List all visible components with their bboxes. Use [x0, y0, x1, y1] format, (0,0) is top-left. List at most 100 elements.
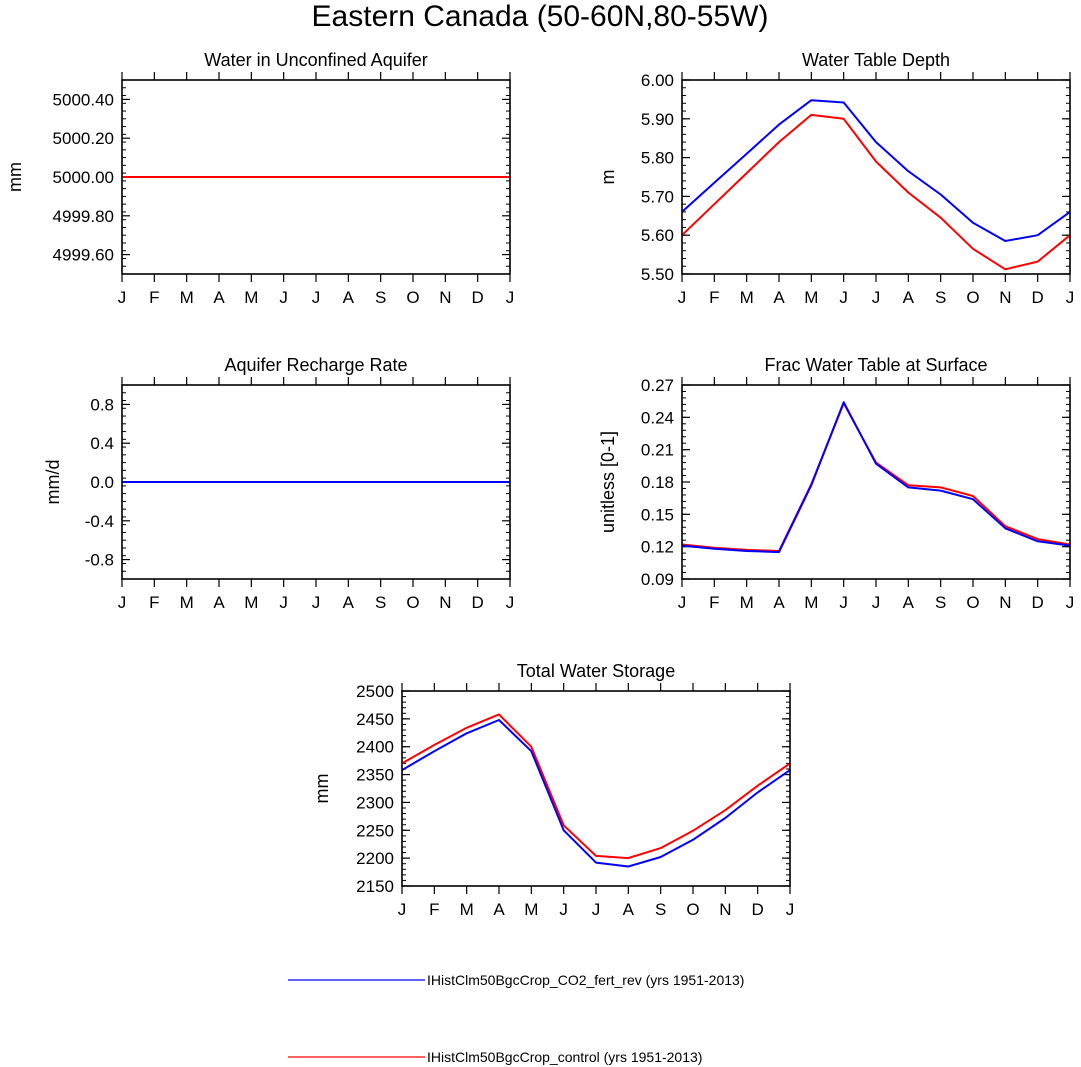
y-tick-label: 0.8: [90, 395, 114, 414]
y-tick-label: 5.80: [641, 149, 674, 168]
x-tick-label: A: [903, 288, 915, 307]
x-tick-label: S: [655, 900, 666, 919]
series-line: [401, 713, 791, 860]
x-tick-label: J: [872, 288, 881, 307]
x-tick-label: J: [506, 593, 515, 612]
y-tick-label: 5.60: [641, 226, 674, 245]
x-tick-label: O: [966, 593, 979, 612]
y-tick-label: 5000.20: [53, 129, 114, 148]
x-tick-label: J: [839, 593, 848, 612]
y-tick-label: 5.70: [641, 187, 674, 206]
plot-frame: [121, 79, 511, 275]
y-tick-label: 0.15: [641, 505, 674, 524]
x-tick-label: A: [773, 593, 785, 612]
y-tick-label: 2250: [356, 821, 394, 840]
y-tick-label: -0.4: [85, 512, 114, 531]
x-tick-label: J: [279, 288, 288, 307]
y-axis-label: mm/d: [43, 460, 63, 505]
x-tick-label: F: [149, 593, 159, 612]
x-tick-label: A: [493, 900, 505, 919]
x-tick-label: M: [804, 288, 818, 307]
x-tick-label: N: [439, 593, 451, 612]
x-tick-label: D: [472, 288, 484, 307]
plot-frame: [681, 79, 1071, 275]
x-tick-label: N: [719, 900, 731, 919]
series-line: [681, 401, 1071, 554]
plot-frame: [401, 690, 791, 887]
x-tick-label: A: [213, 593, 225, 612]
panel-total-water-storage: Total Water Storage mm 2150 2200 2250 2300 235…: [312, 661, 794, 919]
x-tick-label: M: [740, 593, 754, 612]
x-tick-label: O: [686, 900, 699, 919]
panel-frac-water-table-surface: Frac Water Table at Surface unitless [0-1…: [598, 355, 1074, 612]
x-tick-label: M: [460, 900, 474, 919]
x-tick-label: J: [312, 288, 321, 307]
x-tick-label: M: [244, 288, 258, 307]
series-line: [681, 402, 1071, 552]
panel-title: Aquifer Recharge Rate: [224, 355, 407, 375]
x-tick-label: M: [180, 288, 194, 307]
y-tick-label: 0.18: [641, 473, 674, 492]
x-tick-label: J: [1066, 593, 1075, 612]
panel-title: Water Table Depth: [802, 50, 950, 70]
x-tick-label: F: [429, 900, 439, 919]
x-tick-label: S: [375, 288, 386, 307]
x-tick-label: J: [559, 900, 568, 919]
x-tick-label: J: [839, 288, 848, 307]
y-tick-label: 2350: [356, 766, 394, 785]
x-tick-label: J: [678, 593, 687, 612]
x-tick-label: M: [740, 288, 754, 307]
x-tick-label: J: [592, 900, 601, 919]
x-tick-label: M: [180, 593, 194, 612]
y-tick-label: 2500: [356, 682, 394, 701]
y-tick-label: 2400: [356, 738, 394, 757]
x-tick-label: J: [279, 593, 288, 612]
y-axis-label: m: [598, 170, 618, 185]
x-tick-label: M: [524, 900, 538, 919]
panel-title: Total Water Storage: [517, 661, 675, 681]
panel-title: Frac Water Table at Surface: [764, 355, 987, 375]
x-tick-label: M: [804, 593, 818, 612]
x-tick-label: O: [406, 593, 419, 612]
y-tick-label: 2200: [356, 849, 394, 868]
x-tick-label: O: [966, 288, 979, 307]
x-tick-label: A: [343, 593, 355, 612]
x-tick-label: A: [343, 288, 355, 307]
plot-frame: [121, 384, 511, 580]
x-tick-label: J: [786, 900, 795, 919]
y-tick-label: 2450: [356, 710, 394, 729]
plot-frame: [681, 384, 1071, 580]
x-tick-label: M: [244, 593, 258, 612]
panel-aquifer-recharge-rate: Aquifer Recharge Rate mm/d -0.8 -0.4 0.0 0.4 0…: [43, 355, 514, 612]
y-tick-label: 2150: [356, 877, 394, 896]
series-line: [681, 113, 1071, 271]
x-tick-label: O: [406, 288, 419, 307]
x-tick-label: D: [752, 900, 764, 919]
x-tick-label: J: [1066, 288, 1075, 307]
x-tick-label: D: [1032, 593, 1044, 612]
y-tick-label: 4999.60: [53, 246, 114, 265]
y-tick-label: 0.12: [641, 538, 674, 557]
legend-label-control: IHistClm50BgcCrop_control (yrs 1951-2013…: [427, 1049, 702, 1065]
y-tick-label: 0.4: [90, 434, 114, 453]
y-tick-label: 0.0: [90, 473, 114, 492]
y-tick-label: 0.24: [641, 408, 674, 427]
x-tick-label: D: [472, 593, 484, 612]
x-tick-label: S: [935, 593, 946, 612]
x-tick-label: D: [1032, 288, 1044, 307]
x-tick-label: J: [678, 288, 687, 307]
y-tick-label: 5000.40: [53, 90, 114, 109]
x-tick-label: A: [903, 593, 915, 612]
y-tick-label: 5.50: [641, 265, 674, 284]
x-tick-label: F: [709, 288, 719, 307]
y-tick-label: 0.21: [641, 441, 674, 460]
panel-title: Water in Unconfined Aquifer: [204, 50, 427, 70]
x-tick-label: J: [118, 593, 127, 612]
y-axis-label: mm: [312, 774, 332, 804]
x-tick-label: N: [439, 288, 451, 307]
legend: IHistClm50BgcCrop_CO2_fert_rev (yrs 1951…: [288, 972, 744, 1065]
x-tick-label: S: [935, 288, 946, 307]
y-tick-label: 5000.00: [53, 168, 114, 187]
y-tick-label: 6.00: [641, 71, 674, 90]
